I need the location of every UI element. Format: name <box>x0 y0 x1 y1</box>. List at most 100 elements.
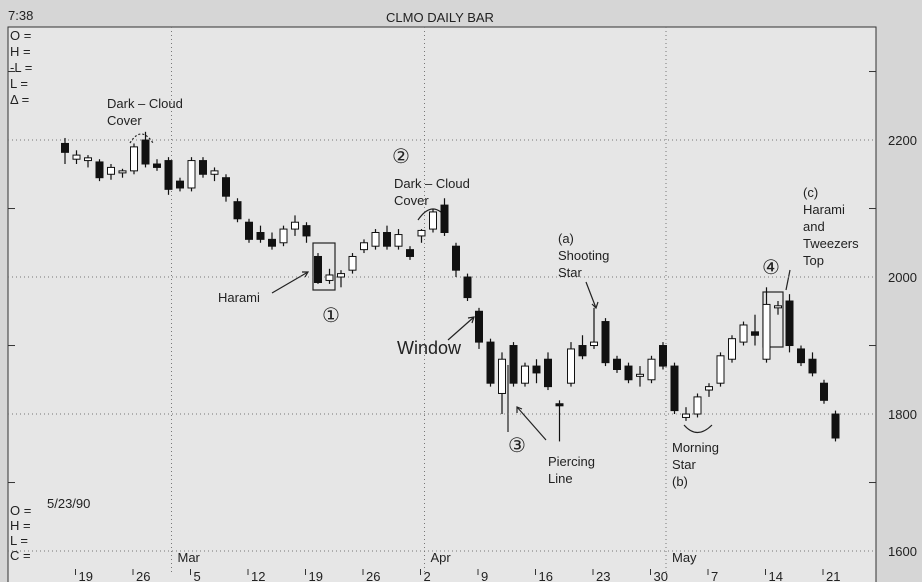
candle-body <box>337 273 345 278</box>
candle-body <box>509 345 518 384</box>
annotation-shapes <box>129 133 791 441</box>
x-tick-label: 19 <box>309 569 323 582</box>
candle-body <box>233 201 242 220</box>
candle-body <box>199 160 207 175</box>
candle-body <box>739 324 748 343</box>
candle-body <box>268 238 276 247</box>
candle-body <box>118 170 127 174</box>
x-tick-label: 12 <box>251 569 265 582</box>
x-tick-label: 16 <box>539 569 553 582</box>
candle-body <box>831 413 840 439</box>
annotation: Tweezers <box>803 236 859 251</box>
candle-body <box>360 242 368 251</box>
candle-body <box>521 365 529 384</box>
annotation: Harami <box>803 202 845 217</box>
annotation: Morning <box>672 440 719 455</box>
arrow <box>585 281 597 309</box>
month-label: Mar <box>178 550 201 565</box>
month-label: May <box>672 550 697 565</box>
candle-body <box>325 274 334 281</box>
field-label: Δ = <box>10 92 29 107</box>
candle-body <box>107 166 115 175</box>
x-tick-label: 9 <box>481 569 488 582</box>
candle-body <box>394 234 403 247</box>
x-tick-label: 2 <box>424 569 431 582</box>
candle-body <box>544 358 552 388</box>
x-tick-label: 21 <box>826 569 840 582</box>
annotation: Dark – Cloud <box>107 96 183 111</box>
annotation: (c) <box>803 185 818 200</box>
y-tick-label: 1800 <box>888 407 917 422</box>
candle-body <box>176 180 184 189</box>
candle-body <box>95 161 104 179</box>
harami-box <box>312 242 336 291</box>
field-label: O = <box>10 28 31 43</box>
x-tick-label: 5 <box>194 569 201 582</box>
x-tick-label: 14 <box>769 569 783 582</box>
candle-body <box>613 358 621 371</box>
candle-body <box>72 154 81 160</box>
candle-body <box>164 160 173 190</box>
annotation: Cover <box>394 193 429 208</box>
annotation: Harami <box>218 290 260 305</box>
candle-body <box>130 146 138 172</box>
annotation: ① <box>322 305 340 327</box>
arrow-head <box>591 301 599 310</box>
arrow <box>516 406 547 441</box>
candle-body <box>647 358 656 381</box>
candle-body <box>486 341 495 384</box>
candle-body <box>256 232 265 240</box>
candle-body <box>141 139 150 165</box>
candle-body <box>498 358 506 394</box>
annotation: ④ <box>762 257 780 279</box>
arrow <box>447 316 475 341</box>
time: 7:38 <box>8 8 33 23</box>
field-label: O = <box>10 503 31 518</box>
field-label: L = <box>10 76 28 91</box>
candle-body <box>820 382 828 401</box>
annotation: Star <box>558 265 583 280</box>
candle-body <box>210 170 219 175</box>
arrow-head <box>467 316 475 324</box>
candle-body <box>371 232 380 247</box>
candle-body <box>785 300 794 347</box>
candle-body <box>567 348 575 384</box>
candle-body <box>475 310 483 343</box>
candle-body <box>751 331 759 336</box>
annotation: and <box>803 219 825 234</box>
x-tick-label: 26 <box>366 569 380 582</box>
arrow-head <box>302 271 310 278</box>
candle-body <box>797 348 805 364</box>
annotation: Window <box>397 338 462 358</box>
annotation: Dark – Cloud <box>394 176 470 191</box>
candle-body <box>728 338 736 360</box>
y-tick-label: 2200 <box>888 133 917 148</box>
arrow-head <box>516 406 523 413</box>
candle-body <box>774 305 782 309</box>
candle-body <box>187 160 196 189</box>
annotation: ② <box>392 146 410 168</box>
candle-body <box>532 365 541 374</box>
candle-body <box>84 157 92 162</box>
candle-body <box>463 276 472 299</box>
y-tick-label: 1600 <box>888 544 917 559</box>
candle-body <box>716 355 725 384</box>
candle-body <box>348 255 357 271</box>
candle-body <box>659 345 667 367</box>
candle-body <box>762 303 771 360</box>
pointer <box>785 269 791 291</box>
annotation: Top <box>803 253 824 268</box>
candle-body <box>314 255 322 284</box>
candle-body <box>153 163 161 168</box>
candle-body <box>808 358 817 374</box>
candle-body <box>555 403 564 407</box>
annotation: (a) <box>558 231 574 246</box>
candle-body <box>406 249 414 257</box>
candle-body <box>693 396 702 415</box>
candle-body <box>636 373 644 377</box>
y-tick-label: 2000 <box>888 270 917 285</box>
candle-body <box>440 204 449 234</box>
candle-body <box>682 413 690 418</box>
arc <box>683 424 713 434</box>
x-tick-label: 30 <box>654 569 668 582</box>
